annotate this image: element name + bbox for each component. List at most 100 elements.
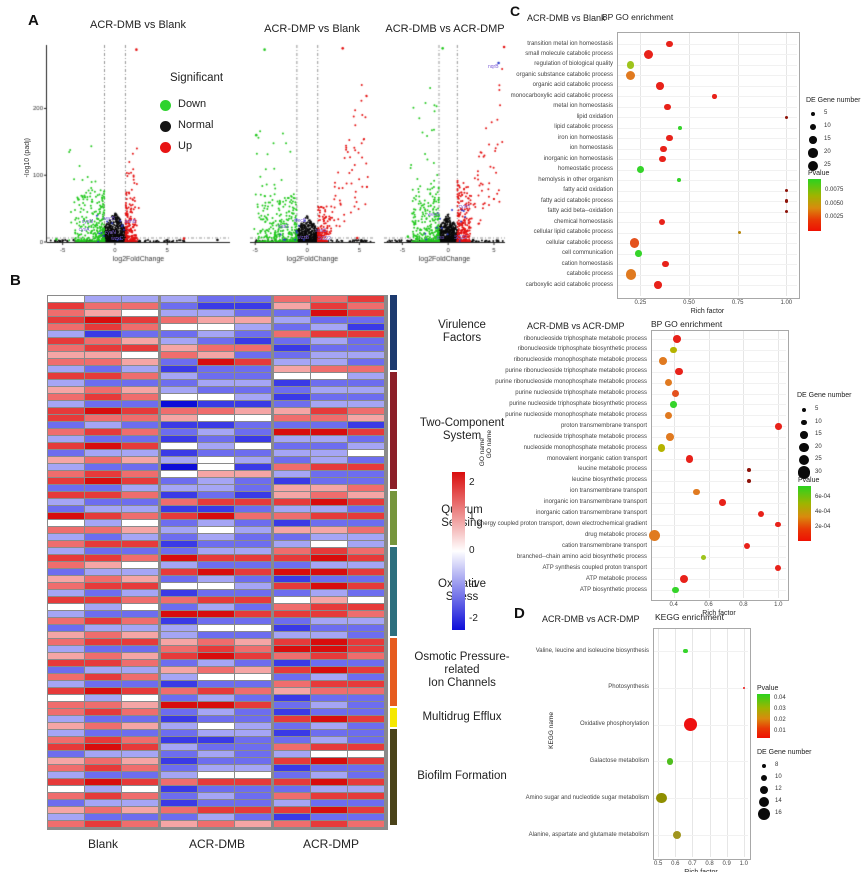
- category-label-line: Two-Component: [419, 416, 505, 429]
- heatmap-cell: [161, 331, 197, 337]
- heatmap-cell: [311, 331, 347, 337]
- heatmap-cell: [198, 485, 234, 491]
- heatmap-cell: [198, 590, 234, 596]
- heatmap-cell: [348, 576, 384, 582]
- heatmap-cell: [85, 394, 121, 400]
- heatmap-cell: [311, 709, 347, 715]
- heatmap-row: [48, 646, 388, 652]
- heatmap-cell: [311, 338, 347, 344]
- heatmap-cell: [311, 359, 347, 365]
- heatmap-cell: [161, 548, 197, 554]
- heatmap-cell: [122, 548, 158, 554]
- heatmap-cell: [122, 590, 158, 596]
- heatmap-cell: [198, 415, 234, 421]
- dotplot-point: [666, 433, 675, 442]
- gridline-horizontal: [618, 180, 797, 182]
- heatmap-cell: [274, 555, 310, 561]
- heatmap-cell: [311, 695, 347, 701]
- go-term-label: ion transmembrane transport: [569, 488, 647, 495]
- axis-tick-label: 0.7: [688, 861, 697, 867]
- heatmap-cell: [274, 688, 310, 694]
- heatmap-cell: [274, 324, 310, 330]
- heatmap-cell: [198, 534, 234, 540]
- heatmap-row: [48, 660, 388, 666]
- heatmap-cell: [348, 534, 384, 540]
- category-bar: [390, 491, 397, 545]
- heatmap-cell: [235, 457, 271, 463]
- volcano1-title: ACR-DMB vs Blank: [90, 19, 186, 31]
- heatmap-cell: [122, 541, 158, 547]
- go-term-label: fatty acid oxidation: [563, 187, 613, 194]
- heatmap-cell: [161, 401, 197, 407]
- heatmap-row: [48, 303, 388, 309]
- size-legend-dot: [809, 136, 817, 144]
- heatmap-cell: [274, 303, 310, 309]
- heatmap-cell: [274, 800, 310, 806]
- heatmap-cell: [48, 296, 84, 302]
- heatmap-cell: [274, 569, 310, 575]
- gridline-vertical: [675, 629, 677, 857]
- heatmap-row: [48, 338, 388, 344]
- heatmap-row: [48, 730, 388, 736]
- heatmap-cell: [122, 583, 158, 589]
- heatmap-cell: [311, 310, 347, 316]
- heatmap-row: [48, 317, 388, 323]
- heatmap-cell: [274, 464, 310, 470]
- heatmap-cell: [161, 436, 197, 442]
- heatmap-cell: [198, 800, 234, 806]
- heatmap-row: [48, 604, 388, 610]
- gridline-horizontal: [652, 590, 786, 591]
- heatmap-row: [48, 352, 388, 358]
- heatmap-colorbar-label: GO name: [486, 430, 493, 459]
- pvalue-legend-value: 0.03: [774, 705, 786, 712]
- heatmap-cell: [48, 471, 84, 477]
- gridline-horizontal: [654, 724, 748, 726]
- gridline-horizontal: [652, 557, 786, 559]
- category-bar: [390, 708, 397, 727]
- heatmap-cell: [235, 373, 271, 379]
- heatmap-cell: [274, 786, 310, 792]
- heatmap-cell: [348, 303, 384, 309]
- heatmap-cell: [311, 450, 347, 456]
- heatmap-cell: [161, 688, 197, 694]
- heatmap-cell: [48, 723, 84, 729]
- heatmap-cell: [122, 513, 158, 519]
- heatmap-cell: [85, 576, 121, 582]
- heatmap-row: [48, 506, 388, 512]
- heatmap-cell: [48, 324, 84, 330]
- heatmap-cell: [311, 506, 347, 512]
- heatmap-cell: [274, 443, 310, 449]
- heatmap-cell: [198, 723, 234, 729]
- go-term-label: fatty acid beta--oxidation: [547, 208, 613, 215]
- heatmap-cell: [122, 737, 158, 743]
- axis-tick-label: 0.8: [705, 861, 714, 867]
- heatmap-cell: [198, 499, 234, 505]
- pvalue-legend-value: 0.01: [774, 727, 786, 734]
- heatmap-cell: [122, 415, 158, 421]
- heatmap-cell: [161, 604, 197, 610]
- pvalue-gradient-bar: [808, 179, 821, 231]
- heatmap-cell: [85, 800, 121, 806]
- heatmap-cell: [161, 765, 197, 771]
- heatmap-cell: [274, 653, 310, 659]
- category-bar: [390, 372, 397, 489]
- heatmap-cell: [348, 681, 384, 687]
- heatmap-cell: [235, 506, 271, 512]
- heatmap-cell: [161, 737, 197, 743]
- heatmap-cell: [274, 387, 310, 393]
- heatmap-cell: [348, 443, 384, 449]
- go-term-label: ribonucleoside triphosphate biosynthetic…: [517, 346, 647, 353]
- heatmap-cell: [274, 436, 310, 442]
- heatmap-cell: [235, 485, 271, 491]
- dotplot-point: [662, 260, 669, 268]
- heatmap-cell: [235, 534, 271, 540]
- heatmap-cell: [348, 485, 384, 491]
- heatmap-cell: [348, 618, 384, 624]
- heatmap-row: [48, 814, 388, 820]
- heatmap-cell: [48, 394, 84, 400]
- heatmap-cell: [122, 562, 158, 568]
- heatmap-row: [48, 821, 388, 827]
- heatmap-cell: [198, 751, 234, 757]
- heatmap-row: [48, 408, 388, 414]
- heatmap-cell: [198, 611, 234, 617]
